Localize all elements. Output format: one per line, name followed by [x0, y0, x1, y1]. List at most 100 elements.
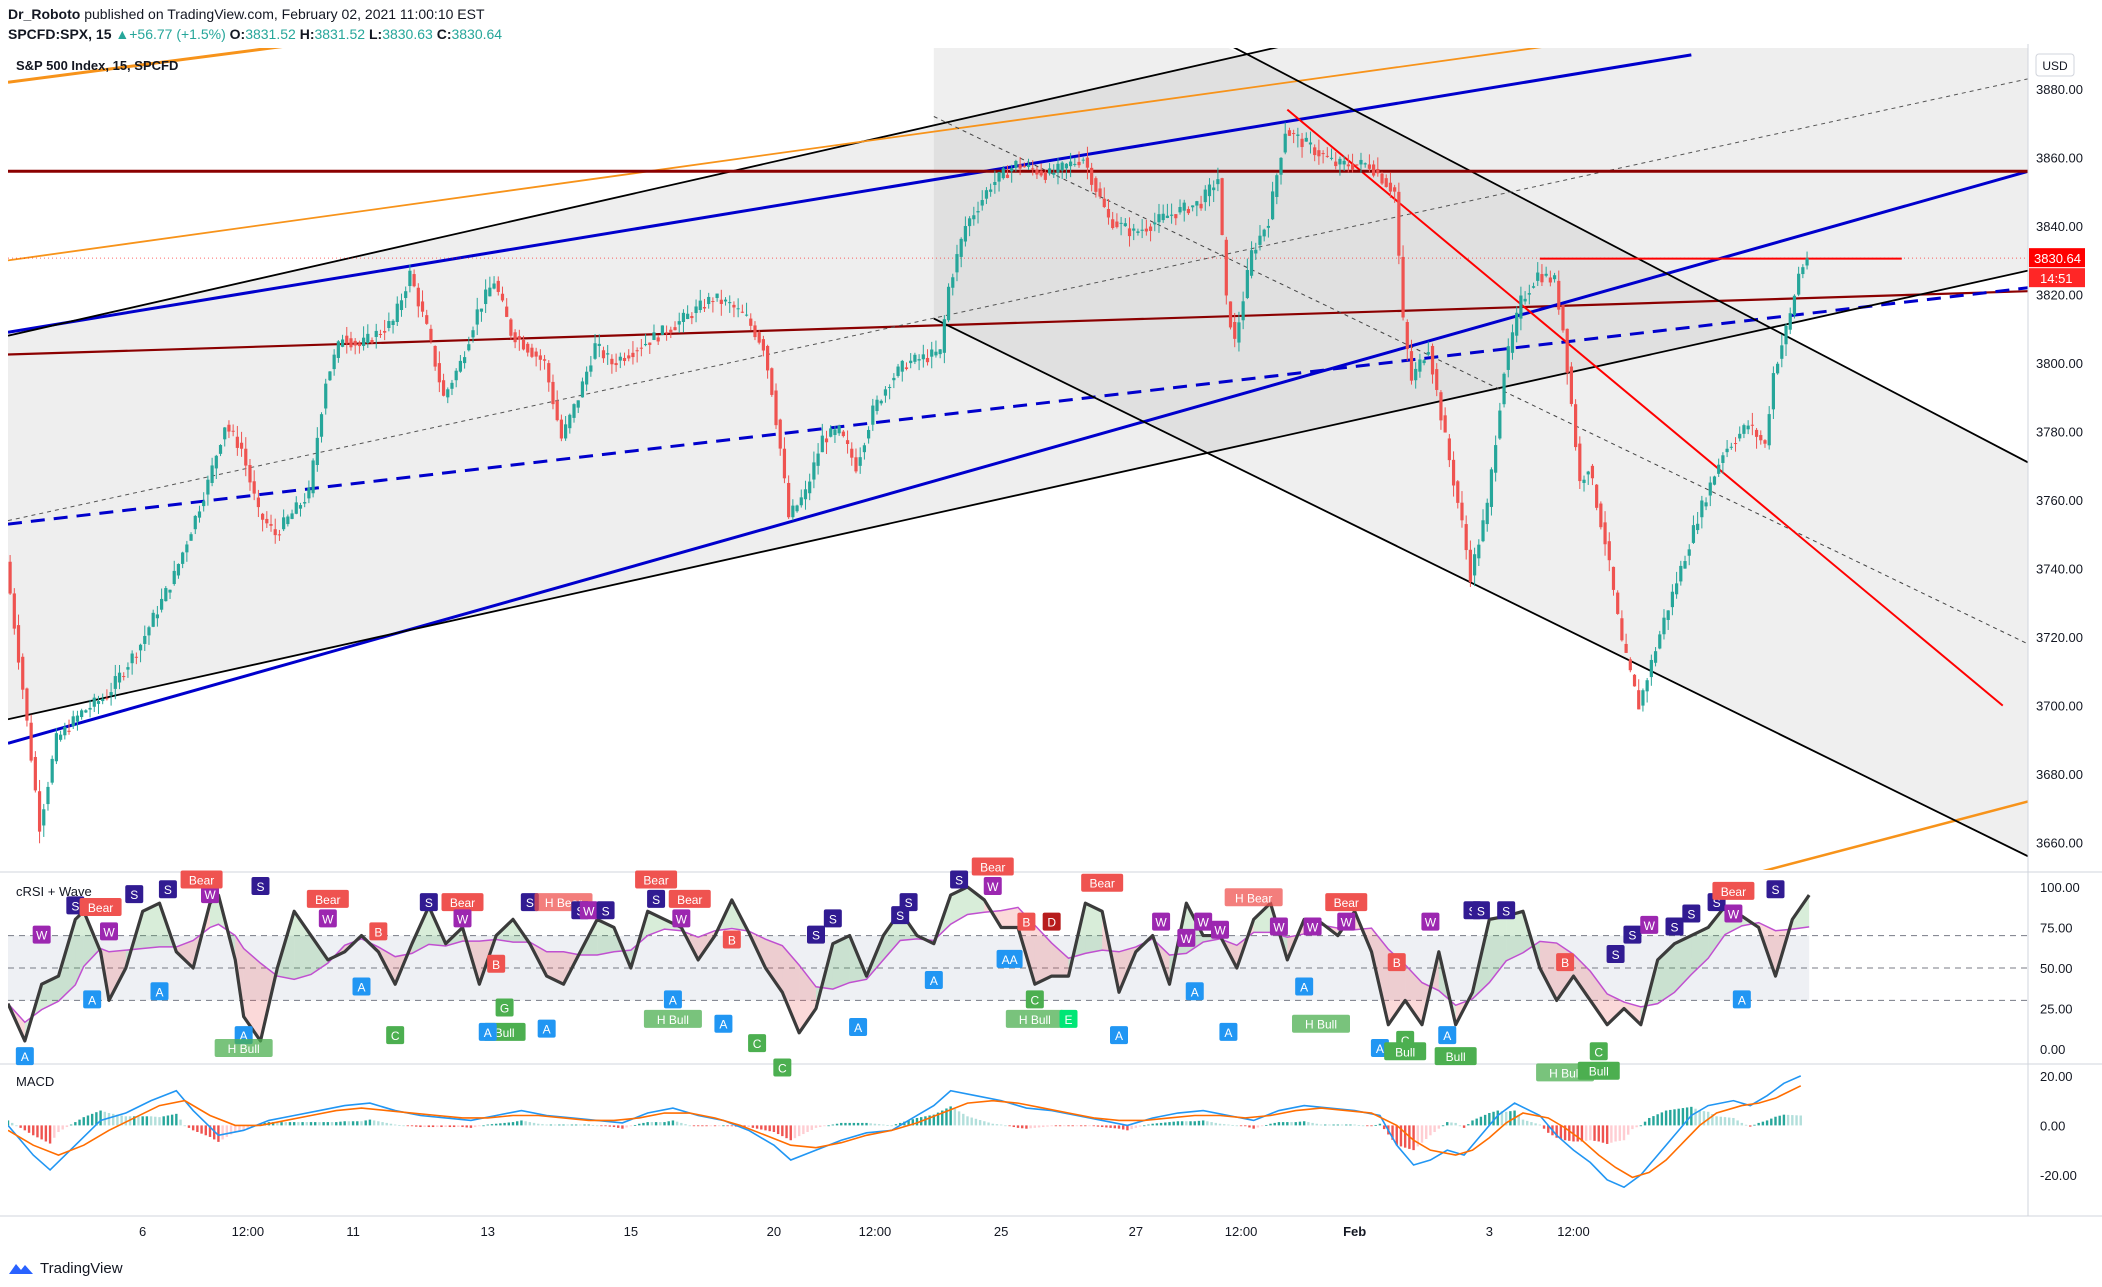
- chart-area[interactable]: S&P 500 Index, 15, SPCFD USD 3880.00 3860.0…: [0, 0, 2102, 1240]
- signal-badge: [1017, 912, 1036, 931]
- macd-histogram-bar: [692, 1125, 696, 1127]
- macd-histogram-bar: [1075, 1125, 1079, 1127]
- macd-histogram-bar: [1046, 1125, 1049, 1127]
- macd-histogram-bar: [1749, 1125, 1752, 1127]
- candle-body: [715, 293, 719, 299]
- candle-body: [290, 513, 294, 519]
- candle-body: [774, 390, 778, 426]
- macd-histogram-bar: [1370, 1125, 1373, 1127]
- macd-histogram-bar: [229, 1125, 233, 1135]
- macd-histogram-bar: [482, 1125, 485, 1127]
- candle-body: [458, 360, 462, 372]
- macd-histogram-bar: [1504, 1111, 1508, 1126]
- descending-channel-top-line[interactable]: [1170, 14, 2029, 464]
- macd-histogram-bar: [1483, 1114, 1487, 1126]
- macd-histogram-bar: [322, 1122, 325, 1126]
- candle-body: [294, 502, 298, 514]
- candle-body: [471, 330, 475, 338]
- red-downtrend-line[interactable]: [1286, 108, 2004, 707]
- symbol-ticker[interactable]: SPCFD:SPX, 15: [8, 26, 112, 42]
- signal-badge: [15, 1047, 34, 1066]
- macd-histogram-bar: [133, 1116, 136, 1126]
- macd-histogram-bar: [1593, 1125, 1596, 1141]
- candle-body: [181, 552, 185, 564]
- macd-histogram-bar: [642, 1122, 645, 1126]
- candle-body: [8, 561, 12, 594]
- crsi-wave-fill: [597, 919, 614, 956]
- gray-dashed-regression-line[interactable]: [8, 78, 2028, 522]
- macd-histogram-bar: [1778, 1115, 1781, 1126]
- blue-channel-bottom-line[interactable]: [8, 169, 2028, 745]
- signal-label: S: [71, 899, 79, 913]
- macd-histogram-bar: [469, 1125, 473, 1128]
- macd-histogram-bar: [705, 1125, 708, 1127]
- crsi-wave-fill: [243, 948, 261, 1041]
- macd-histogram-bar: [671, 1120, 675, 1126]
- candle-body: [1090, 167, 1094, 185]
- candle-body: [319, 414, 324, 437]
- descending-channel-bottom-line[interactable]: [933, 317, 2028, 858]
- candle-body: [303, 502, 307, 504]
- currency-badge[interactable]: [2035, 53, 2075, 77]
- candle-body: [1489, 469, 1494, 507]
- candle-body: [298, 505, 303, 509]
- macd-histogram-bar: [545, 1124, 548, 1126]
- signal-badge: [899, 893, 918, 912]
- candle-body: [610, 358, 614, 365]
- signal-badge: [1665, 917, 1684, 936]
- orange-inner-top-line[interactable]: [8, 0, 2028, 262]
- macd-histogram-bar: [175, 1113, 178, 1126]
- macd-histogram-bar: [23, 1125, 27, 1131]
- black-channel-top-line[interactable]: [8, 0, 2028, 337]
- orange-outer-top-line[interactable]: [8, 27, 429, 84]
- candle-body: [1666, 610, 1670, 620]
- signal-label: Bear: [677, 893, 702, 907]
- macd-histogram-bar: [873, 1123, 877, 1126]
- signal-badge: [306, 889, 349, 908]
- candle-body: [1397, 191, 1401, 256]
- candle-body: [63, 726, 67, 736]
- signal-label: H Bull: [1019, 1013, 1051, 1027]
- signal-badge: [83, 990, 102, 1009]
- candle-body: [589, 365, 593, 372]
- macd-histogram-bar: [1151, 1123, 1154, 1126]
- candle-body: [1178, 206, 1182, 213]
- macd-histogram-bar: [570, 1124, 574, 1126]
- footer-brand[interactable]: TradingView: [40, 1259, 123, 1277]
- descending-channel-mid-line[interactable]: [933, 116, 2028, 645]
- macd-histogram-bar: [987, 1122, 990, 1126]
- publisher-name[interactable]: Dr_Roboto: [8, 6, 81, 22]
- candle-body: [151, 612, 155, 627]
- candle-body: [214, 455, 218, 469]
- signal-label: A: [1300, 980, 1308, 994]
- candle-body: [1132, 228, 1136, 231]
- candle-body: [164, 588, 168, 602]
- blue-channel-top-line[interactable]: [8, 53, 1692, 334]
- maroon-support-line[interactable]: [8, 290, 2028, 356]
- blue-dashed-mid-line[interactable]: [8, 286, 2028, 526]
- macd-histogram-bar: [726, 1125, 729, 1127]
- macd-histogram-bar: [1467, 1124, 1470, 1126]
- candle-body: [1418, 359, 1422, 372]
- macd-histogram-bar: [537, 1123, 540, 1126]
- signal-label: S: [1687, 908, 1695, 922]
- signal-label: W: [1644, 919, 1656, 933]
- macd-histogram-bar: [78, 1119, 81, 1126]
- candle-body: [16, 625, 21, 663]
- crsi-wave-fill: [1236, 919, 1254, 968]
- signal-label: S: [1670, 920, 1678, 934]
- macd-histogram-bar: [191, 1125, 195, 1131]
- candle-body: [1001, 168, 1005, 179]
- macd-histogram-bar: [372, 1120, 376, 1126]
- candle-body: [917, 359, 921, 361]
- black-channel-bottom-line[interactable]: [8, 269, 2028, 721]
- macd-histogram-bar: [280, 1122, 283, 1126]
- time-tick-label: 25: [994, 1224, 1008, 1239]
- tradingview-logo-icon[interactable]: [8, 1260, 34, 1276]
- candle-body: [218, 445, 223, 454]
- candle-body: [429, 328, 433, 341]
- candle-body: [1372, 164, 1376, 176]
- candle-body: [88, 707, 92, 710]
- signal-badge: [478, 1022, 497, 1041]
- orange-lower-line[interactable]: [1624, 800, 2028, 908]
